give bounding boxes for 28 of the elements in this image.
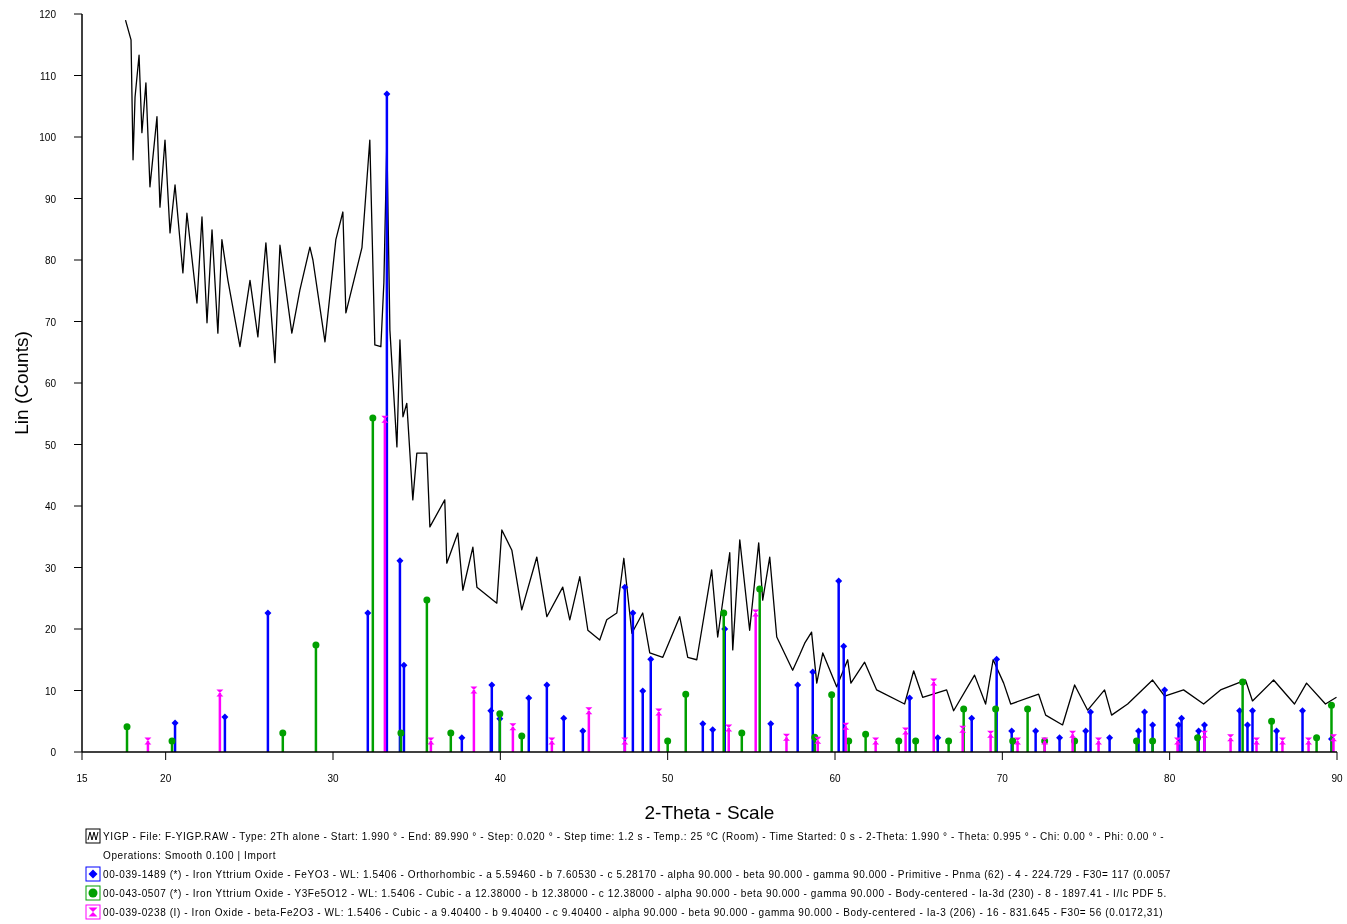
x-tick-label: 40 bbox=[494, 773, 507, 784]
y-tick-label: 30 bbox=[44, 562, 57, 574]
y-tick-label: 20 bbox=[44, 624, 57, 635]
y-tick-label: 110 bbox=[40, 70, 57, 82]
y-tick-label: 90 bbox=[44, 193, 57, 205]
x-tick-label: 15 bbox=[76, 773, 88, 784]
legend-label: YIGP - File: F-YIGP.RAW - Type: 2Th alone - Start: 1.990 ° - End: 89.990 ° - Step: 0.020 ° - Step time: 1.2 s - Temp.: 25 °C (Room) - Time Started: 0 s - 2-Theta: 1.990 ° - Theta: 0.995 ° - Chi: 0.00 ° - Phi: 0.00 ° - Operations: Smooth 0.100 | Import bbox=[103, 831, 1165, 861]
y-tick-label: 50 bbox=[44, 439, 57, 451]
y-tick-label: 120 bbox=[39, 9, 57, 20]
y-tick-label: 0 bbox=[50, 747, 57, 758]
y-tick-label: 40 bbox=[44, 501, 57, 512]
x-tick-label: 70 bbox=[996, 773, 1009, 784]
x-tick-label: 80 bbox=[1164, 773, 1176, 784]
x-tick-label: 20 bbox=[160, 773, 172, 784]
legend-label: 00-039-0238 (I) - Iron Oxide - beta-Fe2O3 - WL: 1.5406 - Cubic - a 9.40400 - b 9.40400 - c 9.40400 - alpha 90.000 - beta 90.000 - gamma 90.000 - Body-centered - Ia-3 (206) - 16 - 831.645 - F30= 56 (0.0172,31) bbox=[103, 907, 1164, 918]
y-tick-label: 60 bbox=[44, 378, 57, 389]
y-tick-label: 10 bbox=[44, 685, 57, 697]
y-tick-label: 100 bbox=[39, 132, 57, 143]
x-tick-label: 50 bbox=[662, 773, 674, 784]
x-tick-label: 90 bbox=[1331, 773, 1343, 784]
legend-label: 00-039-1489 (*) - Iron Yttrium Oxide - FeYO3 - WL: 1.5406 - Orthorhombic - a 5.59460 - b 7.60530 - c 5.28170 - alpha 90.000 - beta 90.000 - gamma 90.000 - Primitive - Pnma (62) - 4 - 224.729 - F30= 117 (0.0057 bbox=[103, 869, 1172, 880]
y-axis-title: Lin (Counts) bbox=[11, 331, 32, 435]
x-axis-title: 2-Theta - Scale bbox=[644, 802, 775, 823]
legend-label: 00-043-0507 (*) - Iron Yttrium Oxide - Y3Fe5O12 - WL: 1.5406 - Cubic - a 12.38000 - b 12.38000 - c 12.38000 - alpha 90.000 - beta 90.000 - gamma 90.000 - Body-centered - Ia-3d (230) - 8 - 1897.41 - I/Ic PDF 5. bbox=[103, 888, 1167, 899]
x-tick-label: 60 bbox=[829, 773, 841, 784]
x-tick-label: 30 bbox=[327, 773, 339, 784]
y-tick-label: 80 bbox=[44, 255, 57, 266]
y-tick-label: 70 bbox=[44, 316, 57, 328]
